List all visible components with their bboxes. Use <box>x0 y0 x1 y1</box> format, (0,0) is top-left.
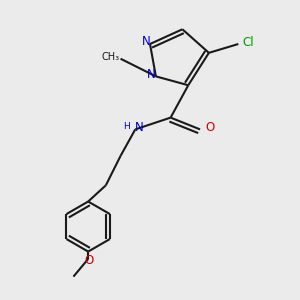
Text: Cl: Cl <box>243 36 254 49</box>
Text: N: N <box>142 35 151 48</box>
Text: O: O <box>206 122 215 134</box>
Text: N: N <box>147 68 156 81</box>
Text: H: H <box>123 122 129 131</box>
Text: O: O <box>84 254 93 267</box>
Text: N: N <box>135 122 144 134</box>
Text: CH₃: CH₃ <box>101 52 119 62</box>
